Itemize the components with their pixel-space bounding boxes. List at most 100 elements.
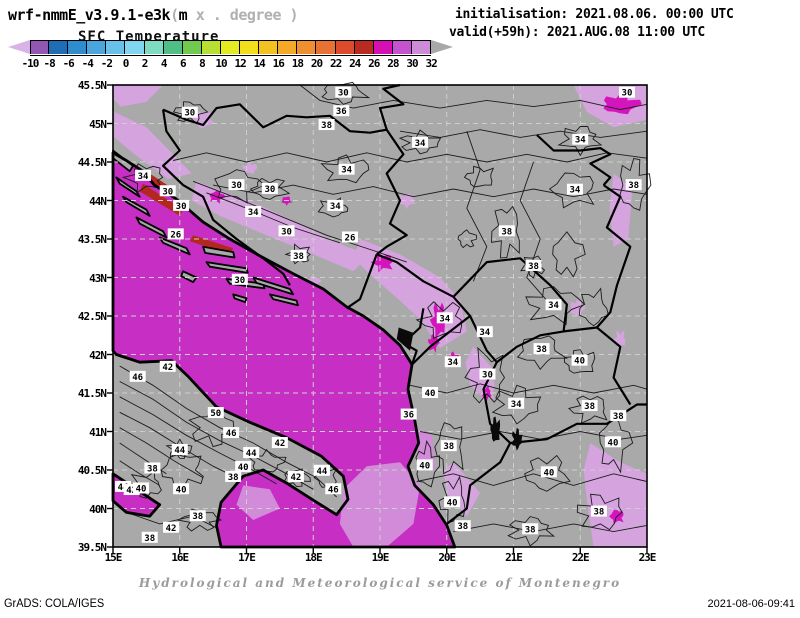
colorbar-tick-label: 18 bbox=[291, 57, 304, 70]
contour-label-bg bbox=[225, 470, 242, 482]
lat-axis-label: 41N bbox=[89, 425, 107, 439]
contour-label-bg bbox=[416, 459, 433, 471]
contour-label-bg bbox=[581, 400, 598, 412]
colorbar-tick-label: -4 bbox=[81, 57, 94, 70]
contour-label-bg bbox=[533, 343, 550, 355]
contour-ring bbox=[516, 335, 569, 371]
country-border bbox=[536, 134, 612, 186]
lake-ohrid bbox=[490, 416, 501, 442]
warm-shade-dot bbox=[613, 330, 626, 349]
colorbar-tick-label: -8 bbox=[43, 57, 55, 70]
contour-ring bbox=[248, 448, 287, 473]
colorbar-over-arrow bbox=[430, 40, 453, 54]
lat-axis-label: 40.5N bbox=[77, 464, 107, 477]
lon-axis-label: 20E bbox=[438, 551, 456, 564]
island bbox=[180, 270, 198, 283]
contour-label: 34 bbox=[415, 139, 426, 149]
warm-shade-patch bbox=[583, 443, 647, 547]
contour-label: 30 bbox=[482, 371, 493, 381]
coastline bbox=[111, 151, 457, 549]
contour-label-bg bbox=[159, 185, 176, 197]
contour-label: 38 bbox=[443, 442, 454, 452]
island bbox=[115, 176, 141, 198]
contour-label: 30 bbox=[162, 187, 173, 197]
contour-label-bg bbox=[422, 387, 439, 398]
contour-label: 26 bbox=[170, 230, 181, 240]
lat-axis-label: 43.5N bbox=[77, 233, 107, 246]
contour-label: 38 bbox=[192, 512, 203, 522]
contour-label-bg bbox=[333, 105, 350, 117]
channel-cold-patch bbox=[139, 183, 184, 216]
hot-core-patch bbox=[603, 93, 642, 115]
contour-label-bg bbox=[335, 86, 352, 98]
contour-label-bg bbox=[571, 354, 588, 366]
colorbar-segment bbox=[297, 40, 317, 54]
colorbar-tick-label: 20 bbox=[310, 57, 323, 70]
init-time-line: initialisation: 2021.08.06. 00:00 UTC bbox=[455, 7, 734, 22]
contour-label-bg bbox=[173, 199, 190, 211]
colorbar-tick-label: 2 bbox=[141, 57, 149, 70]
contour-label-bg bbox=[163, 521, 180, 533]
colorbar-tick-label: 24 bbox=[349, 57, 361, 70]
contour-label: 30 bbox=[281, 227, 292, 237]
country-border bbox=[162, 103, 387, 134]
country-border bbox=[510, 403, 647, 445]
contour-label-bg bbox=[189, 510, 206, 522]
adriatic-sea-fill bbox=[113, 152, 455, 548]
island bbox=[158, 236, 191, 256]
contour-label: 40 bbox=[608, 438, 619, 448]
contour-label: 30 bbox=[338, 89, 349, 99]
lon-axis-label: 18E bbox=[304, 551, 323, 564]
contour-label-bg bbox=[540, 466, 557, 478]
lon-axis-label: 19E bbox=[371, 551, 390, 564]
contour-label-bg bbox=[479, 368, 496, 380]
country-border bbox=[446, 361, 512, 525]
grads-credit: GrADS: COLA/IGES bbox=[4, 597, 105, 611]
contour-ring bbox=[491, 384, 542, 425]
colorbar-tick-label: 4 bbox=[160, 57, 168, 70]
contour-label-bg bbox=[436, 312, 453, 324]
colorbar-under-arrow bbox=[8, 40, 30, 54]
model-title-main: wrf-nmmE_v3.9.1-e3k bbox=[8, 6, 171, 24]
contour-label-bg bbox=[129, 370, 146, 382]
contour-label: 40 bbox=[419, 461, 430, 471]
contour-label: 34 bbox=[341, 166, 352, 176]
contour-label-bg bbox=[243, 447, 260, 459]
contour-label-bg bbox=[572, 133, 589, 145]
contour-label: 38 bbox=[528, 262, 539, 272]
country-border bbox=[563, 326, 632, 406]
lat-axis-label: 43N bbox=[89, 271, 107, 285]
contour-label: 44 bbox=[246, 449, 257, 459]
island bbox=[252, 276, 295, 296]
contour-label: 26 bbox=[345, 233, 356, 243]
contour-label: 38 bbox=[228, 473, 239, 483]
contour-line bbox=[206, 192, 341, 244]
lon-axis-label: 23E bbox=[638, 551, 657, 564]
contour-label-bg bbox=[141, 531, 158, 543]
colorbar-segment bbox=[144, 40, 164, 54]
contour-ring bbox=[320, 154, 370, 184]
contour-label: 30 bbox=[234, 276, 245, 286]
contour-label-bg bbox=[412, 136, 429, 148]
contour-label: 42 bbox=[162, 363, 173, 373]
contour-ring bbox=[463, 165, 495, 188]
lake-skadar bbox=[396, 327, 414, 351]
model-title-suffix: m bbox=[178, 6, 188, 24]
contour-label: 42 bbox=[274, 439, 285, 449]
contour-label-bg bbox=[144, 462, 161, 474]
map-area: 34 30 30 26 30 30 30 30 36 38 34 34 30 30 38 26 34 34 34 34… bbox=[107, 81, 652, 553]
contour-label: 30 bbox=[231, 181, 242, 191]
lat-axis-label: 45.5N bbox=[77, 79, 107, 92]
contour-label-bg bbox=[123, 484, 140, 496]
contour-label: 38 bbox=[293, 252, 304, 262]
contour-label-bg bbox=[498, 225, 515, 237]
contour-label: 30 bbox=[622, 89, 633, 99]
contour-label: 30 bbox=[264, 185, 275, 195]
contour-label-bg bbox=[610, 410, 627, 422]
contour-ring bbox=[249, 177, 291, 200]
contour-label-bg bbox=[235, 460, 252, 472]
contour-label-bg bbox=[338, 163, 355, 175]
contour-ring bbox=[599, 415, 634, 474]
lake-prespa bbox=[511, 427, 523, 451]
contour-label: 46 bbox=[328, 485, 339, 495]
